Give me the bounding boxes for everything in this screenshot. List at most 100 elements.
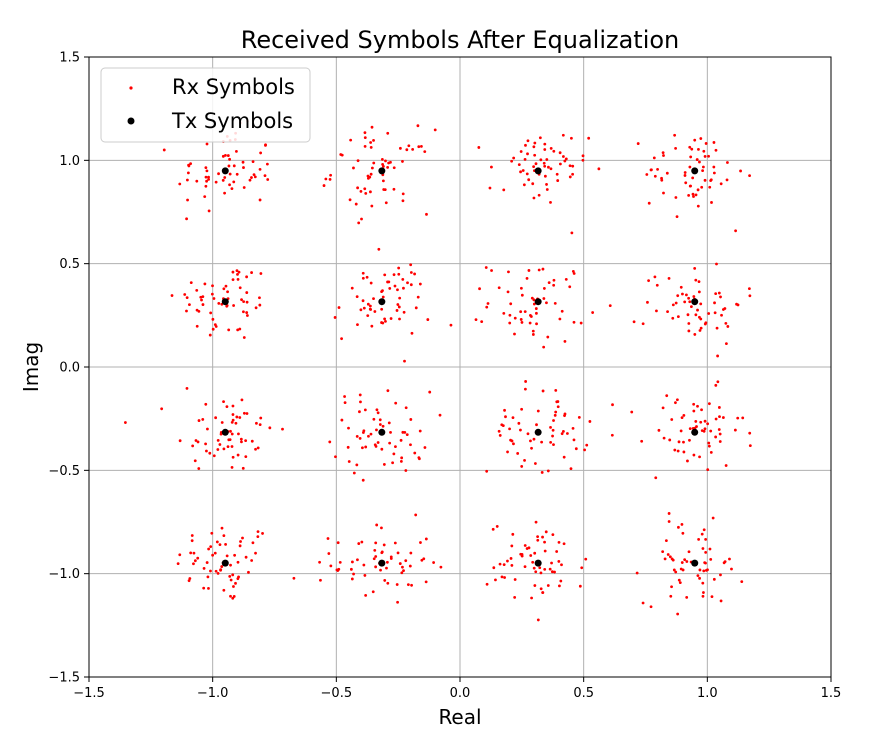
rx-symbol-point — [682, 413, 686, 417]
rx-symbol-point — [204, 442, 207, 446]
rx-symbol-point — [676, 612, 680, 616]
rx-symbol-point — [686, 313, 690, 317]
rx-symbol-point — [417, 145, 421, 149]
rx-symbol-point — [359, 400, 362, 404]
rx-symbol-point — [702, 591, 705, 594]
rx-symbol-point — [524, 380, 528, 383]
rx-symbol-point — [719, 573, 722, 577]
rx-symbol-point — [197, 419, 201, 422]
rx-symbol-point — [396, 303, 400, 306]
rx-symbol-point — [540, 471, 544, 474]
rx-symbol-point — [577, 415, 581, 419]
rx-symbol-point — [383, 273, 387, 277]
rx-symbol-point — [420, 144, 423, 148]
rx-symbol-point — [359, 189, 363, 193]
rx-symbol-point — [508, 313, 512, 317]
rx-symbol-point — [231, 278, 235, 282]
rx-symbol-point — [725, 178, 729, 182]
rx-symbol-point — [231, 404, 235, 408]
rx-symbol-point — [516, 452, 520, 455]
rx-symbol-point — [380, 321, 383, 324]
rx-symbol-point — [389, 317, 393, 320]
rx-symbol-point — [507, 270, 510, 274]
rx-symbol-point — [373, 310, 377, 313]
rx-symbol-point — [395, 309, 399, 312]
rx-symbol-point — [338, 560, 342, 564]
rx-symbol-point — [413, 451, 417, 455]
rx-symbol-point — [556, 405, 560, 409]
rx-symbol-point — [532, 196, 536, 200]
rx-symbol-point — [228, 183, 231, 187]
rx-symbol-point — [536, 618, 540, 622]
rx-symbol-point — [227, 328, 231, 332]
rx-symbol-point — [197, 467, 201, 470]
rx-symbol-point — [387, 421, 391, 425]
rx-symbol-point — [399, 459, 403, 463]
rx-symbol-point — [383, 188, 387, 192]
rx-symbol-point — [673, 448, 677, 452]
rx-symbol-point — [552, 149, 556, 153]
rx-symbol-point — [523, 458, 526, 462]
rx-symbol-point — [683, 171, 687, 174]
rx-symbol-point — [236, 328, 240, 332]
rx-symbol-point — [392, 452, 396, 456]
rx-symbol-point — [392, 187, 396, 191]
rx-symbol-point — [703, 419, 707, 423]
rx-symbol-point — [409, 283, 413, 287]
rx-symbol-point — [645, 173, 649, 176]
rx-symbol-point — [202, 566, 206, 570]
rx-symbol-point — [245, 311, 249, 314]
rx-symbol-point — [208, 451, 212, 455]
tx-symbol-point — [378, 298, 386, 306]
rx-symbol-point — [700, 532, 704, 536]
rx-symbol-point — [222, 588, 226, 592]
rx-symbol-point — [539, 587, 543, 591]
rx-symbol-point — [213, 323, 217, 327]
y-axis-label: Imag — [19, 342, 43, 392]
rx-symbol-point — [681, 292, 684, 296]
rx-symbol-point — [250, 559, 254, 562]
rx-symbol-point — [373, 443, 377, 447]
rx-symbol-point — [538, 566, 542, 570]
rx-symbol-point — [239, 437, 243, 441]
rx-symbol-point — [375, 408, 379, 412]
rx-symbol-point — [194, 439, 198, 442]
rx-symbol-point — [189, 551, 193, 555]
rx-symbol-point — [245, 300, 249, 304]
rx-symbol-point — [211, 317, 215, 321]
rx-symbol-point — [509, 438, 512, 442]
rx-symbol-point — [245, 412, 249, 415]
rx-symbol-point — [669, 594, 673, 598]
rx-symbol-point — [221, 178, 225, 182]
rx-symbol-point — [508, 321, 512, 325]
rx-symbol-point — [748, 444, 752, 448]
rx-symbol-point — [397, 272, 401, 276]
rx-symbol-point — [368, 304, 372, 308]
rx-symbol-point — [529, 554, 533, 557]
rx-symbol-point — [250, 439, 254, 443]
rx-symbol-point — [265, 162, 269, 166]
rx-symbol-point — [534, 307, 538, 310]
rx-symbol-point — [409, 271, 413, 274]
rx-symbol-point — [717, 291, 721, 295]
rx-symbol-point — [668, 438, 672, 442]
rx-symbol-point — [370, 166, 374, 170]
rx-symbol-point — [674, 196, 678, 199]
rx-symbol-point — [683, 300, 687, 304]
rx-symbol-point — [724, 342, 728, 346]
rx-symbol-point — [703, 155, 707, 158]
rx-symbol-point — [703, 427, 707, 431]
rx-symbol-point — [377, 247, 381, 251]
rx-symbol-point — [666, 310, 669, 314]
rx-symbol-point — [397, 305, 401, 309]
rx-symbol-point — [234, 581, 237, 585]
rx-symbol-point — [678, 581, 682, 585]
rx-symbol-point — [704, 142, 708, 145]
rx-symbol-point — [714, 292, 718, 296]
rx-symbol-point — [423, 150, 427, 154]
rx-symbol-point — [203, 282, 207, 286]
rx-symbol-point — [382, 463, 386, 466]
rx-symbol-point — [709, 179, 713, 183]
rx-symbol-point — [214, 180, 218, 184]
rx-symbol-point — [668, 555, 672, 559]
